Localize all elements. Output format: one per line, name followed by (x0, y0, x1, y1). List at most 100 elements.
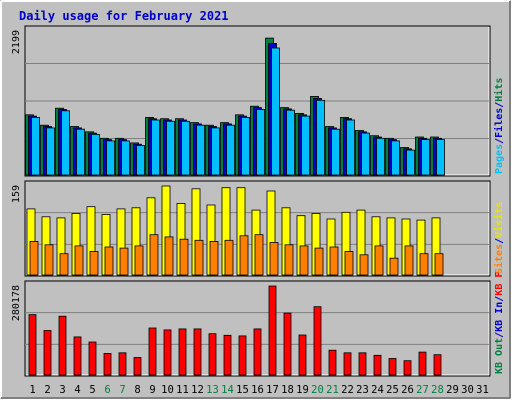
panel-visits-sites: 159 Sites/Visits (11, 180, 505, 277)
bar-pages-day-26 (406, 149, 415, 176)
x-tick-day-28: 28 (431, 384, 444, 396)
x-tick-day-16: 16 (251, 384, 264, 396)
bar-sites-day-24 (374, 245, 384, 276)
legend-entry: Files (493, 108, 505, 138)
bar-kb-f-day-28 (433, 354, 442, 376)
bar-pages-day-1 (31, 117, 40, 176)
x-tick-day-18: 18 (281, 384, 294, 396)
bar-sites-day-26 (404, 245, 414, 276)
bar-pages-day-24 (376, 137, 385, 176)
x-tick-day-10: 10 (161, 384, 174, 396)
x-tick-day-13: 13 (206, 384, 219, 396)
bar-sites-day-28 (434, 253, 444, 276)
x-tick-day-8: 8 (134, 384, 140, 396)
x-tick-day-21: 21 (326, 384, 339, 396)
bar-pages-day-7 (121, 140, 130, 176)
bar-kb-f-day-18 (283, 312, 292, 376)
bar-kb-f-day-1 (28, 314, 37, 376)
x-tick-day-12: 12 (191, 384, 204, 396)
bar-sites-day-25 (389, 257, 399, 276)
max-value-label: 159 (11, 185, 22, 203)
series-legend: Pages/Files/Hits (493, 78, 505, 174)
chart-title: Daily usage for February 2021 (19, 9, 229, 23)
bar-sites-day-12 (194, 239, 204, 276)
x-tick-day-2: 2 (44, 384, 50, 396)
x-tick-day-19: 19 (296, 384, 309, 396)
bar-kb-f-day-3 (58, 315, 67, 376)
x-tick-day-17: 17 (266, 384, 279, 396)
x-tick-day-14: 14 (221, 384, 234, 396)
bar-pages-day-9 (151, 119, 160, 176)
bar-pages-day-17 (271, 47, 280, 176)
bar-pages-day-20 (316, 99, 325, 176)
legend-entry: / (494, 238, 505, 244)
bar-kb-f-day-26 (403, 360, 412, 376)
bar-pages-day-13 (211, 127, 220, 176)
bar-sites-day-17 (269, 242, 279, 276)
x-tick-day-31: 31 (476, 384, 489, 396)
series-legend: KB Out/KB In/KB F (494, 272, 505, 374)
x-tick-day-3: 3 (59, 384, 65, 396)
bar-pages-day-22 (346, 119, 355, 176)
legend-entry: KB In (494, 302, 505, 332)
bar-kb-f-day-13 (208, 333, 217, 376)
x-tick-day-20: 20 (311, 384, 324, 396)
legend-entry: / (494, 102, 505, 108)
legend-entry: Hits (493, 78, 505, 102)
x-tick-day-29: 29 (446, 384, 459, 396)
x-tick-day-15: 15 (236, 384, 249, 396)
x-tick-day-6: 6 (104, 384, 110, 396)
bar-kb-f-day-19 (298, 334, 307, 376)
bar-pages-day-4 (76, 128, 85, 176)
x-tick-day-26: 26 (401, 384, 414, 396)
panel-kbytes: 280178 KB Out/KB In/KB F (11, 272, 505, 377)
bar-pages-day-28 (436, 139, 445, 176)
bar-sites-day-6 (104, 246, 114, 276)
bar-sites-day-11 (179, 238, 189, 276)
legend-entry: Pages (494, 144, 505, 174)
bar-kb-f-day-17 (268, 285, 277, 376)
bar-sites-day-15 (239, 235, 249, 276)
bar-pages-day-18 (286, 109, 295, 176)
max-value-label: 2199 (11, 30, 22, 54)
bar-pages-day-3 (61, 110, 70, 176)
bar-sites-day-22 (344, 251, 354, 276)
x-tick-day-25: 25 (386, 384, 399, 396)
x-tick-day-27: 27 (416, 384, 429, 396)
bar-kb-f-day-9 (148, 327, 157, 376)
bar-kb-f-day-24 (373, 354, 382, 376)
bar-sites-day-3 (59, 253, 69, 276)
bar-sites-day-23 (359, 254, 369, 276)
bar-kb-f-day-27 (418, 351, 427, 376)
bar-sites-day-5 (89, 251, 99, 276)
bar-pages-day-6 (106, 140, 115, 176)
bar-sites-day-20 (314, 247, 324, 276)
bar-pages-day-8 (136, 145, 145, 176)
bar-kb-f-day-7 (118, 352, 127, 376)
bar-pages-day-21 (331, 128, 340, 176)
bar-sites-day-7 (119, 247, 129, 276)
bar-kb-f-day-11 (178, 328, 187, 376)
x-tick-day-11: 11 (176, 384, 189, 396)
bar-kb-f-day-8 (133, 357, 142, 376)
max-value-label: 280178 (11, 285, 22, 321)
bar-sites-day-19 (299, 245, 309, 276)
bar-kb-f-day-12 (193, 328, 202, 376)
x-tick-day-23: 23 (356, 384, 369, 396)
bar-kb-f-day-14 (223, 334, 232, 376)
bar-pages-day-16 (256, 109, 265, 176)
x-tick-day-4: 4 (74, 384, 80, 396)
bar-pages-day-5 (91, 133, 100, 176)
bar-pages-day-27 (421, 139, 430, 176)
bar-pages-day-12 (196, 124, 205, 176)
bar-pages-day-23 (361, 132, 370, 176)
x-tick-day-30: 30 (461, 384, 474, 396)
x-tick-day-9: 9 (149, 384, 155, 396)
bar-sites-day-21 (329, 246, 339, 276)
x-tick-day-24: 24 (371, 384, 384, 396)
bar-kb-f-day-10 (163, 329, 172, 376)
bar-pages-day-10 (166, 120, 175, 176)
legend-entry: KB F (494, 272, 505, 296)
bar-sites-day-1 (29, 240, 39, 276)
